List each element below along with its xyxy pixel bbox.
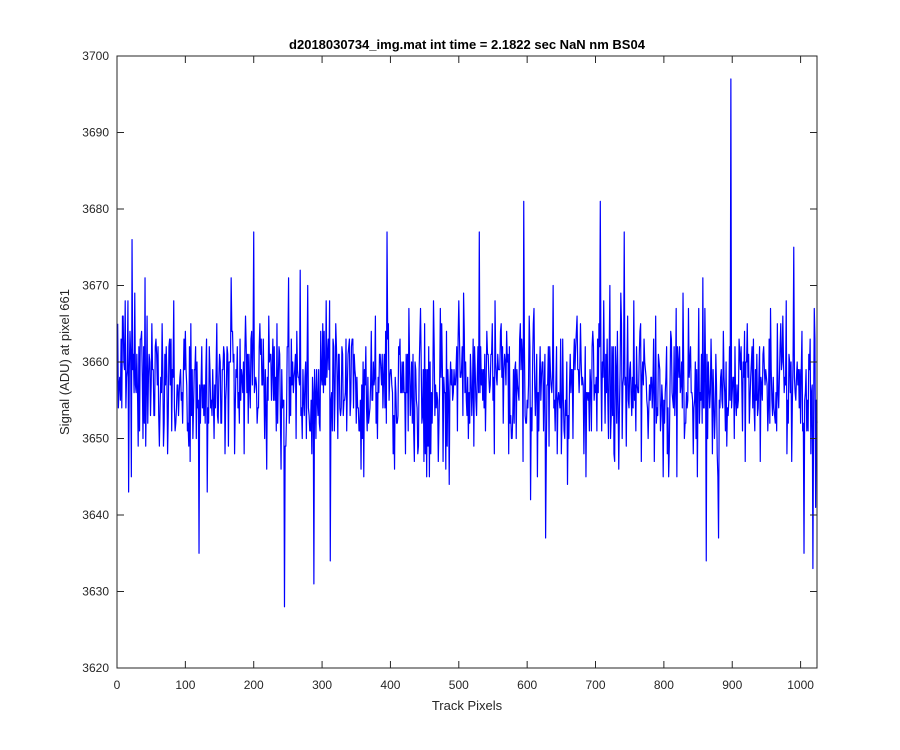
y-axis-label: Signal (ADU) at pixel 661 — [57, 289, 72, 435]
chart-title: d2018030734_img.mat int time = 2.1822 se… — [289, 37, 646, 52]
x-tick-label: 500 — [449, 678, 469, 692]
x-tick-label: 800 — [654, 678, 674, 692]
y-tick-label: 3700 — [82, 49, 109, 63]
y-tick-label: 3650 — [82, 432, 109, 446]
x-tick-label: 1000 — [787, 678, 814, 692]
y-tick-label: 3680 — [82, 202, 109, 216]
y-axis: 3620 3630 3640 3650 3660 3670 3680 3690 3700 — [82, 49, 817, 675]
y-tick-label: 3660 — [82, 355, 109, 369]
x-tick-label: 900 — [722, 678, 742, 692]
x-tick-label: 300 — [312, 678, 332, 692]
y-tick-label: 3690 — [82, 126, 109, 140]
x-tick-label: 600 — [517, 678, 537, 692]
y-tick-label: 3620 — [82, 661, 109, 675]
y-tick-label: 3670 — [82, 279, 109, 293]
y-tick-label: 3640 — [82, 508, 109, 522]
x-tick-label: 400 — [380, 678, 400, 692]
series-line — [117, 78, 818, 608]
x-tick-label: 0 — [114, 678, 121, 692]
x-tick-label: 700 — [586, 678, 606, 692]
x-axis-label: Track Pixels — [432, 698, 503, 713]
x-tick-label: 200 — [244, 678, 264, 692]
x-tick-label: 100 — [175, 678, 195, 692]
x-axis: 0 100 200 300 400 500 600 700 800 900 1000 — [114, 56, 814, 692]
series-layer — [117, 78, 818, 608]
y-tick-label: 3630 — [82, 585, 109, 599]
